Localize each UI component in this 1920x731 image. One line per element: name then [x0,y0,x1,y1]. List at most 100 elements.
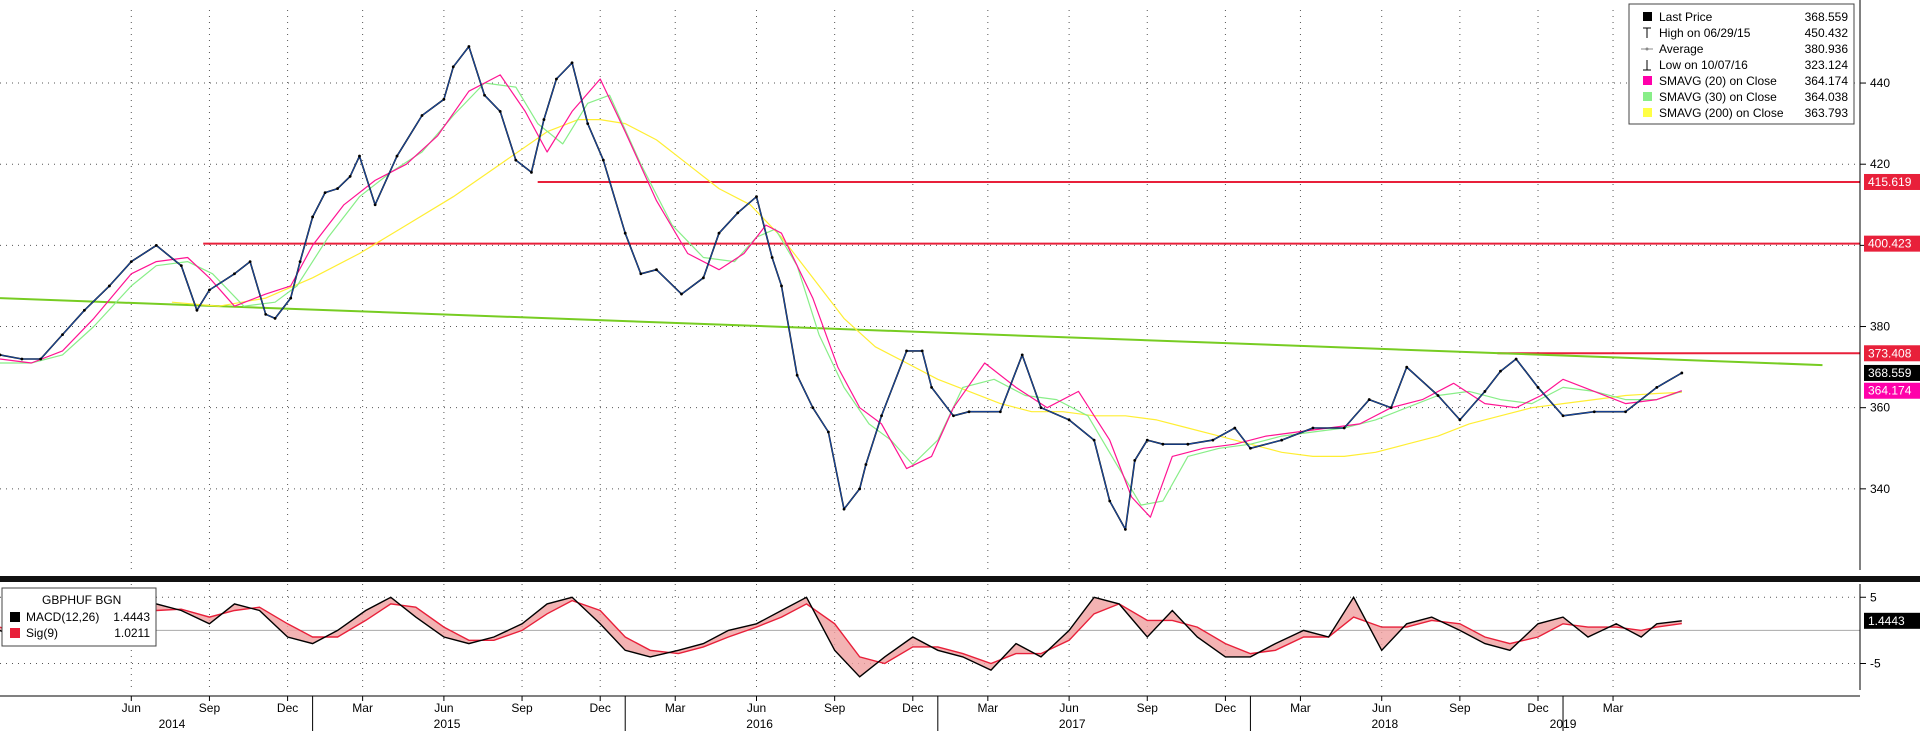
price-point [498,110,502,113]
legend-label: SMAVG (200) on Close [1659,106,1784,120]
price-point [1145,438,1149,442]
macd-panel: -5 5 1.4443 GBPHUF BGN MACD(12,26) 1.4443 Si… [0,584,1920,690]
legend-value: 450.432 [1805,26,1849,40]
x-month-label: Mar [977,701,998,715]
price-tag-label: 364.174 [1868,384,1912,398]
price-point [1108,499,1112,503]
macd-legend-swatch [10,612,20,622]
price-point [701,276,705,280]
price-point [542,118,546,121]
price-point [467,45,471,48]
price-point [736,211,740,215]
price-point [1514,357,1518,361]
x-month-label: Mar [665,701,686,715]
price-point [0,353,2,357]
legend-value: 364.038 [1805,90,1849,104]
x-month-label: Sep [511,701,533,715]
legend-value: 364.174 [1805,74,1849,88]
price-point [289,296,293,300]
legend-label: High on 06/29/15 [1659,26,1751,40]
macd-legend: GBPHUF BGN MACD(12,26) 1.4443 Sig(9) 1.0211 [1,587,157,647]
x-month-label: Sep [1449,701,1471,715]
price-point [1133,459,1137,462]
price-point [601,158,605,162]
price-point [655,268,658,272]
price-panel: 340360380400420440 415.619400.423373.408… [0,0,1920,570]
trend-line [0,297,1823,367]
macd-tick-label: 5 [1870,590,1877,604]
price-point [1405,365,1409,369]
macd-legend-label: MACD(12,26) [26,610,99,624]
price-point [623,231,627,235]
price-point [451,65,455,69]
price-point [1020,353,1024,357]
price-tick-label: 340 [1870,482,1890,496]
price-tag-label: 415.619 [1868,175,1912,189]
price-point [905,349,908,353]
legend-swatch [1643,108,1652,117]
price-point [1436,394,1440,397]
price-point [864,463,868,466]
x-month-label: Mar [352,701,373,715]
macd-series-group [0,595,1682,678]
macd-tag-box [1864,612,1920,629]
price-point [1367,398,1371,401]
x-month-label: Dec [590,701,611,715]
macd-legend-swatch [10,628,20,638]
price-point [858,487,862,491]
price-point [1458,418,1462,422]
price-point [842,507,846,511]
price-point [770,256,774,259]
price-point [1067,418,1071,422]
price-point [420,114,424,117]
legend-value: 380.936 [1805,42,1849,56]
macd-tick-label: -5 [1870,657,1881,671]
price-point [61,333,64,337]
price-point [264,312,268,316]
price-point [442,97,446,101]
legend-label: Low on 10/07/16 [1659,58,1748,72]
x-month-label: Dec [277,701,298,715]
price-point [129,260,133,263]
price-point [514,158,518,162]
macd-y-axis: -5 5 [1859,584,1881,690]
price-point [39,357,43,361]
price-point [233,272,236,276]
price-point [795,373,799,377]
price-point [348,174,352,178]
macd-tag-label: 1.4443 [1868,614,1905,628]
x-month-label: Sep [1137,701,1159,715]
price-point [1536,385,1540,389]
legend-swatch [1643,12,1652,21]
macd-fill [0,597,1682,677]
price-point [298,260,302,263]
price-point [154,243,158,247]
legend-swatch [1643,92,1652,101]
price-tick-label: 440 [1870,76,1890,90]
price-point [358,154,361,158]
x-month-label: Sep [824,701,846,715]
legend-value: 368.559 [1805,10,1849,24]
price-point [1624,410,1627,414]
legend-label: SMAVG (20) on Close [1659,74,1777,88]
price-point [179,264,183,268]
price-point [555,77,558,81]
price-point [880,414,883,418]
x-month-label: Jun [1372,701,1391,715]
price-point [1233,426,1237,430]
price-point [273,317,277,320]
legend-label: Average [1659,42,1704,56]
price-point [930,385,933,389]
price-tick-label: 360 [1870,401,1890,415]
series-line-3 [171,118,1682,457]
price-point [1561,414,1565,418]
legend-label: Last Price [1659,10,1713,24]
price-point [1039,406,1043,410]
legend-avg-dot [1645,47,1649,51]
price-legend: Last Price 368.559 High on 06/29/15 450.432… [1628,3,1855,125]
price-tag-box [1864,173,1920,190]
price-tag-label: 373.408 [1868,346,1912,360]
legend-value: 363.793 [1805,106,1849,120]
